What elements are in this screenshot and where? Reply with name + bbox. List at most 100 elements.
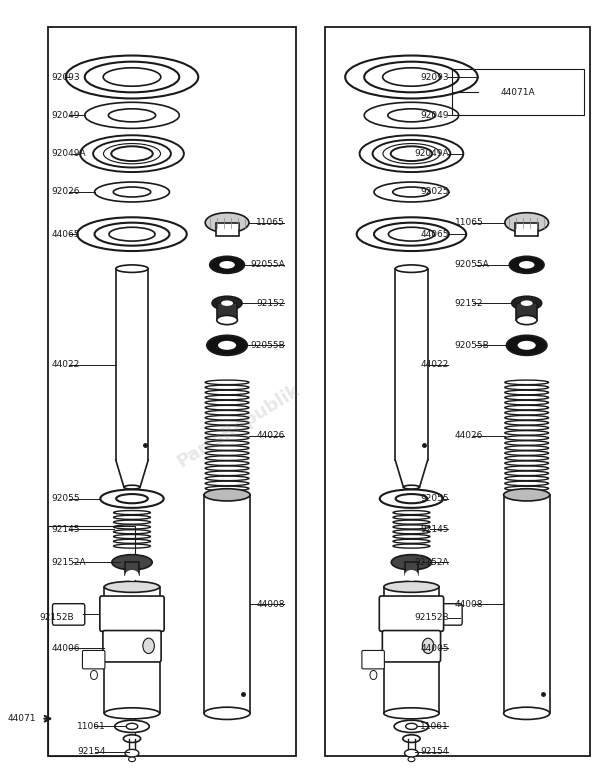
Text: 92055A: 92055A [250,260,284,270]
Circle shape [91,670,97,680]
Ellipse shape [521,301,533,306]
Ellipse shape [373,140,451,167]
Ellipse shape [403,735,420,742]
Ellipse shape [374,182,449,202]
Ellipse shape [404,570,418,580]
Text: 44026: 44026 [256,432,284,440]
Bar [204,494,250,713]
Text: 92055B: 92055B [250,341,284,350]
Text: 92152A: 92152A [414,558,449,567]
Ellipse shape [218,341,236,350]
Bar [215,222,239,236]
Text: 92055B: 92055B [455,341,490,350]
Bar [49,27,296,756]
Ellipse shape [115,720,149,732]
Ellipse shape [393,187,430,197]
Bar [49,525,135,756]
Ellipse shape [205,212,249,232]
FancyBboxPatch shape [100,596,164,632]
Ellipse shape [104,708,160,719]
Ellipse shape [503,489,550,501]
Bar [104,587,160,713]
Ellipse shape [124,485,140,489]
Text: 92093: 92093 [52,73,80,81]
FancyBboxPatch shape [382,631,440,662]
Ellipse shape [93,140,171,167]
FancyBboxPatch shape [430,604,462,625]
Ellipse shape [104,581,160,592]
Bar [125,563,139,575]
Ellipse shape [391,146,432,161]
Ellipse shape [116,494,148,503]
Bar [452,69,584,115]
Text: 92049A: 92049A [52,149,86,158]
Ellipse shape [100,490,164,508]
Ellipse shape [505,212,548,232]
Ellipse shape [359,136,463,172]
FancyBboxPatch shape [379,596,443,632]
Ellipse shape [384,708,439,719]
Bar [517,303,537,320]
Ellipse shape [113,187,151,197]
Ellipse shape [109,227,155,241]
Bar [217,303,238,320]
Ellipse shape [380,490,443,508]
Bar [515,222,538,236]
Ellipse shape [503,708,550,719]
Text: 44026: 44026 [455,432,483,440]
Ellipse shape [95,222,169,246]
Ellipse shape [103,67,161,86]
Text: 92145: 92145 [421,525,449,534]
Ellipse shape [364,102,459,129]
Ellipse shape [126,723,138,729]
Text: 92152B: 92152B [414,613,449,622]
Circle shape [422,638,434,653]
Ellipse shape [388,109,435,122]
Ellipse shape [80,136,184,172]
Ellipse shape [109,109,155,122]
Ellipse shape [406,723,417,729]
Ellipse shape [85,62,179,92]
Text: 44006: 44006 [52,644,80,653]
Ellipse shape [517,315,537,325]
Text: 92152A: 92152A [52,558,86,567]
Ellipse shape [77,217,187,251]
Ellipse shape [364,62,459,92]
Text: 92145: 92145 [52,525,80,534]
FancyBboxPatch shape [82,650,105,669]
Text: 11065: 11065 [455,219,484,227]
Text: PartsRepublik: PartsRepublik [174,381,304,471]
Ellipse shape [518,341,536,350]
Text: 92055A: 92055A [455,260,490,270]
Text: 44065: 44065 [52,229,80,239]
Ellipse shape [384,581,439,592]
Text: 92049: 92049 [421,111,449,120]
Ellipse shape [506,336,547,355]
Bar [503,494,550,713]
Text: 44065: 44065 [421,229,449,239]
Ellipse shape [128,757,136,762]
Text: 44022: 44022 [52,360,80,369]
Ellipse shape [408,757,415,762]
Text: 44005: 44005 [421,644,449,653]
Circle shape [370,670,377,680]
Ellipse shape [221,301,233,306]
Ellipse shape [388,227,434,241]
Text: 44008: 44008 [256,600,284,608]
Ellipse shape [125,749,139,757]
Ellipse shape [124,735,140,742]
Ellipse shape [66,56,198,98]
Text: 44022: 44022 [421,360,449,369]
Text: 92049A: 92049A [414,149,449,158]
Ellipse shape [212,296,242,310]
Ellipse shape [95,182,169,202]
Ellipse shape [383,67,440,86]
Text: 92026: 92026 [52,188,80,197]
Ellipse shape [345,56,478,98]
Text: 11061: 11061 [77,722,106,731]
Text: 92152B: 92152B [40,613,74,622]
Ellipse shape [111,146,153,161]
Text: 92055: 92055 [420,494,449,503]
Text: 92152: 92152 [256,298,284,308]
Text: 11061: 11061 [420,722,449,731]
